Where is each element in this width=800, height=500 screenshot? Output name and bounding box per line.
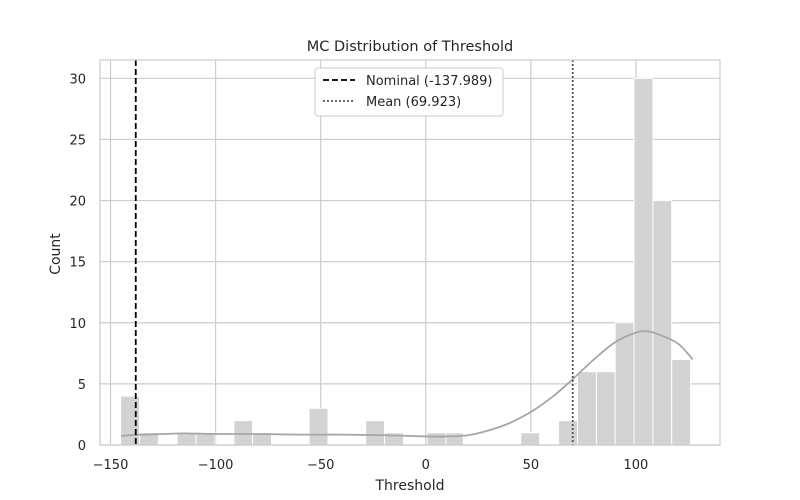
legend-box: [314, 67, 504, 117]
y-tick-label: 30: [69, 72, 86, 87]
histogram-bar: [652, 200, 673, 446]
x-tick-label: 50: [523, 458, 540, 473]
histogram-bar: [558, 420, 579, 446]
legend: Nominal (-137.989) Mean (69.923): [314, 67, 504, 117]
histogram-bar: [233, 420, 254, 446]
histogram-bar: [176, 432, 197, 446]
legend-mean-label: Mean (69.923): [366, 95, 461, 110]
histogram-bar: [520, 432, 541, 446]
grid-lines: [100, 60, 720, 446]
x-axis-ticks: −150 −100 −50 0 50 100: [93, 458, 649, 473]
x-tick-label: −100: [198, 458, 234, 473]
legend-nominal-label: Nominal (-137.989): [366, 74, 493, 89]
y-tick-label: 20: [69, 195, 86, 210]
x-tick-label: 0: [422, 458, 430, 473]
y-axis-ticks: 0 5 10 15 20 25 30: [69, 72, 86, 454]
x-tick-label: 100: [624, 458, 649, 473]
histogram-bar: [308, 407, 329, 446]
histogram-bars: [120, 77, 692, 446]
histogram-bar: [595, 371, 616, 446]
histogram-bar: [671, 358, 692, 446]
x-tick-label: −50: [307, 458, 334, 473]
histogram-bar: [633, 77, 654, 446]
histogram-bar: [365, 420, 386, 446]
y-tick-label: 5: [78, 378, 86, 393]
y-tick-label: 10: [69, 317, 86, 332]
y-axis-title: Count: [48, 233, 64, 275]
kde-curve: [120, 330, 694, 438]
histogram-bar: [120, 395, 141, 446]
histogram-bar: [426, 432, 447, 446]
y-tick-label: 25: [69, 133, 86, 148]
histogram-bar: [577, 371, 597, 446]
x-axis-title: Threshold: [375, 478, 445, 494]
plot-frame: [99, 59, 721, 446]
y-tick-label: 15: [69, 256, 86, 271]
x-tick-label: −150: [93, 458, 129, 473]
y-tick-label: 0: [78, 439, 86, 454]
chart-title: MC Distribution of Threshold: [307, 39, 514, 55]
histogram-bar: [445, 432, 464, 446]
